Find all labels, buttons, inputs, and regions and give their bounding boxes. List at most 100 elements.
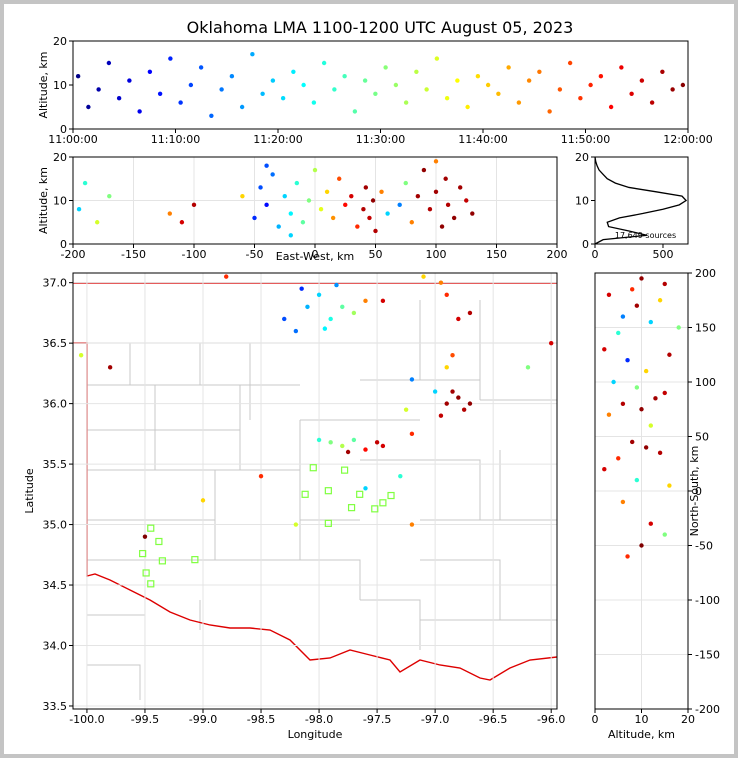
lightning-source bbox=[630, 287, 635, 292]
lightning-source bbox=[157, 91, 163, 97]
y-tick-label: 33.5 bbox=[43, 700, 68, 713]
lightning-source bbox=[403, 100, 409, 105]
lightning-source bbox=[316, 292, 322, 297]
lightning-source bbox=[188, 82, 194, 88]
lightning-source bbox=[379, 189, 384, 194]
lightning-source bbox=[547, 109, 552, 114]
lightning-source bbox=[620, 401, 626, 406]
lightning-source bbox=[351, 310, 357, 316]
lightning-source bbox=[328, 316, 333, 322]
plot-area bbox=[602, 276, 681, 559]
lightning-source bbox=[602, 467, 607, 472]
y-axis-label: Altitude, km bbox=[37, 167, 50, 234]
station bbox=[158, 557, 166, 565]
lightning-source bbox=[620, 499, 626, 505]
y-axis-label: Altitude, km bbox=[37, 51, 50, 118]
lightning-source bbox=[345, 449, 351, 455]
lightning-source bbox=[619, 65, 624, 70]
lightning-source bbox=[342, 74, 347, 79]
lightning-source bbox=[432, 389, 438, 394]
station bbox=[379, 499, 387, 507]
y-tick-label: 34.0 bbox=[43, 640, 68, 653]
lightning-source bbox=[424, 87, 429, 92]
lightning-source bbox=[147, 69, 153, 75]
lightning-source bbox=[363, 447, 368, 452]
station bbox=[155, 537, 163, 546]
lightning-source bbox=[616, 456, 621, 461]
lightning-source bbox=[282, 193, 287, 199]
y-tick-label: 10 bbox=[53, 79, 67, 92]
lightning-source bbox=[252, 215, 257, 221]
lightning-source bbox=[318, 207, 324, 212]
x-tick-label: 20 bbox=[681, 713, 695, 726]
axes-frame bbox=[594, 156, 689, 245]
plot-area bbox=[78, 274, 554, 588]
lightning-source bbox=[270, 78, 276, 83]
lightning-source bbox=[567, 60, 573, 66]
lightning-source bbox=[444, 292, 449, 297]
lightning-source bbox=[403, 180, 408, 186]
lightning-source bbox=[280, 96, 286, 101]
lightning-source bbox=[306, 198, 312, 203]
lightning-source bbox=[311, 100, 317, 105]
lightning-source bbox=[198, 65, 204, 70]
axes-frame bbox=[72, 272, 558, 710]
lightning-source bbox=[209, 113, 214, 119]
x-tick-label: 500 bbox=[652, 248, 673, 261]
x-tick-label: 11:30:00 bbox=[356, 133, 405, 146]
lightning-source bbox=[82, 180, 88, 186]
lightning-source bbox=[264, 202, 269, 208]
station bbox=[191, 556, 199, 564]
y-tick-label: -200 bbox=[695, 703, 720, 716]
lightning-source bbox=[475, 74, 481, 79]
y-tick-label: 20 bbox=[53, 35, 67, 48]
lightning-source bbox=[363, 486, 368, 491]
lightning-source bbox=[443, 176, 448, 181]
station bbox=[347, 504, 356, 512]
lightning-source bbox=[321, 60, 327, 66]
y-tick-label: 36.0 bbox=[43, 398, 68, 411]
lightning-source bbox=[397, 202, 402, 208]
lightning-source bbox=[239, 104, 245, 110]
lightning-source bbox=[409, 431, 415, 437]
lightning-source bbox=[282, 316, 287, 322]
station bbox=[371, 505, 379, 513]
lightning-source bbox=[649, 100, 655, 105]
lightning-source bbox=[380, 443, 386, 449]
y-tick-label: 20 bbox=[575, 151, 589, 164]
lightning-source bbox=[107, 365, 113, 370]
lightning-source bbox=[383, 65, 388, 70]
lightning-source bbox=[351, 437, 357, 443]
lightning-source bbox=[643, 368, 649, 374]
lightning-source bbox=[537, 69, 542, 75]
lightning-source bbox=[608, 104, 614, 110]
lightning-source bbox=[293, 328, 299, 334]
lightning-source bbox=[444, 365, 449, 370]
lightning-source bbox=[598, 74, 604, 79]
lightning-source bbox=[332, 87, 337, 92]
lightning-source bbox=[444, 401, 449, 406]
x-tick-label: -97.0 bbox=[421, 713, 449, 726]
y-tick-label: 0 bbox=[60, 123, 67, 136]
lightning-source bbox=[312, 167, 318, 173]
lightning-source bbox=[300, 220, 306, 225]
lightning-source bbox=[293, 522, 299, 527]
lightning-source bbox=[380, 298, 386, 304]
y-tick-label: 35.5 bbox=[43, 458, 68, 471]
lightning-source bbox=[461, 407, 467, 412]
lightning-source bbox=[96, 87, 101, 92]
lightning-source bbox=[670, 87, 675, 92]
lightning-source bbox=[330, 215, 336, 221]
x-tick-label: -150 bbox=[121, 248, 146, 261]
station bbox=[147, 524, 155, 532]
lightning-source bbox=[616, 330, 621, 336]
y-axis-label: Latitude bbox=[23, 468, 36, 514]
lightning-source bbox=[398, 473, 403, 479]
x-tick-label: 0 bbox=[312, 248, 319, 261]
lightning-source bbox=[506, 65, 511, 70]
lightning-source bbox=[409, 377, 415, 382]
lightning-source bbox=[516, 100, 522, 105]
lightning-source bbox=[634, 477, 640, 483]
x-tick-label: -50 bbox=[246, 248, 264, 261]
axes-frame bbox=[72, 40, 689, 130]
